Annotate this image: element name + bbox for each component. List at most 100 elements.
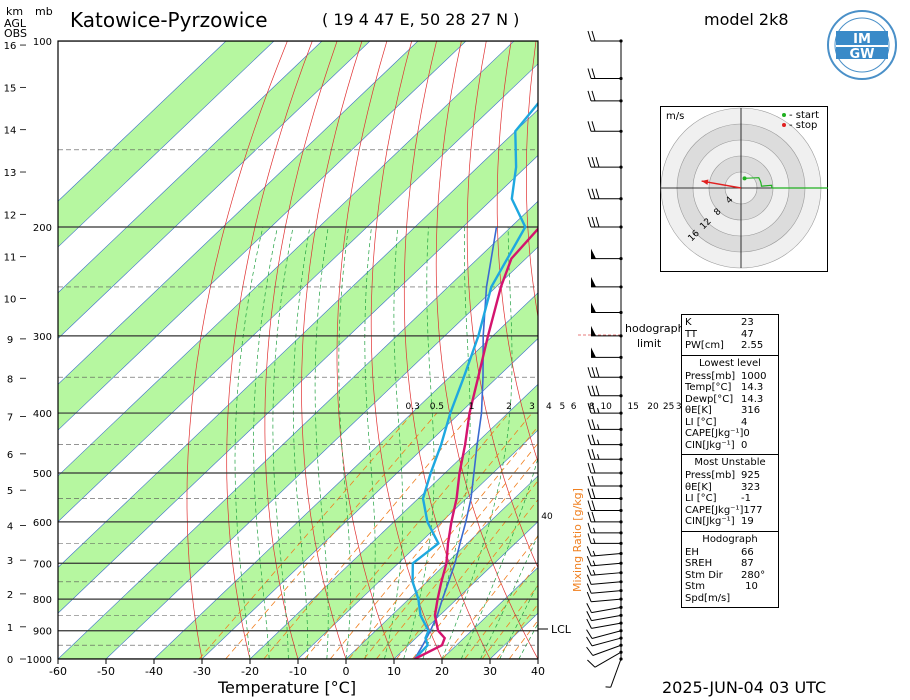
mixing-ratio-line <box>412 498 538 659</box>
lowest-level-section: Lowest level Press[mb] 1000 Temp[°C] 14.3 De… <box>682 354 778 455</box>
dry-adiabat <box>301 41 363 659</box>
hodograph-index-value: 66 <box>741 546 754 558</box>
wind-barb-dot <box>619 471 623 475</box>
wind-barb <box>605 658 622 688</box>
km-tick-label: 5 <box>7 486 13 497</box>
wind-barb-dot <box>619 225 623 229</box>
hodograph-start-point <box>742 176 747 181</box>
wind-barb-dot <box>619 597 623 601</box>
isotherm-line <box>153 292 538 659</box>
wind-barb-dot <box>619 457 623 461</box>
isotherm-line <box>58 41 467 431</box>
x-tick-label: 30 <box>483 665 497 678</box>
hodograph-stop-marker <box>782 123 786 127</box>
lowest-level-row: Dewp[°C] 14.3 <box>685 394 775 406</box>
pressure-tick-label: 100 <box>33 37 52 48</box>
km-tick-label: 4 <box>7 522 13 533</box>
wind-barb <box>586 574 622 585</box>
moist-adiabat <box>364 226 376 659</box>
x-tick-label: 40 <box>531 665 545 678</box>
moist-adiabat <box>338 226 351 659</box>
wind-barb <box>587 419 621 430</box>
most-unstable-value: 19 <box>741 516 754 527</box>
wind-barb <box>591 302 621 314</box>
pressure-tick-label: 900 <box>33 627 52 638</box>
lowest-level-value: 1000 <box>741 370 767 382</box>
hodograph-limit-label-1: hodograph <box>625 322 685 335</box>
moist-adiabat <box>499 583 538 659</box>
wind-barb-dot <box>619 443 623 447</box>
lowest-level-value: 0 <box>743 428 750 439</box>
lowest-level-row: Temp[°C] 14.3 <box>685 382 775 394</box>
wind-barb <box>591 248 621 260</box>
most-unstable-label: Press[mb] <box>685 470 736 481</box>
mixing-ratio-tick-label: 8 <box>589 402 595 412</box>
mixing-ratio-tick-label: 4 <box>546 402 552 412</box>
x-tick-label: -60 <box>49 665 67 678</box>
x-tick-label: -30 <box>193 665 211 678</box>
hodograph-legend-start: - start <box>789 110 819 121</box>
wind-barb <box>587 500 621 511</box>
moist-adiabat <box>272 226 294 659</box>
x-tick-label: 20 <box>435 665 449 678</box>
hodograph-trace <box>744 177 828 189</box>
pressure-tick-label: 600 <box>33 518 52 529</box>
wind-barb <box>587 216 621 228</box>
hodograph-index-label: EH <box>685 546 699 558</box>
hodograph-index-value: 10 <box>745 581 758 592</box>
wind-barb-dot <box>619 541 623 545</box>
lowest-level-value: 0 <box>741 439 748 451</box>
wind-barb <box>586 629 622 639</box>
lcl-label: LCL <box>551 623 572 636</box>
isotherm-line <box>58 109 538 568</box>
most-unstable-value: -1 <box>741 493 751 504</box>
index-row: PW[cm] 2.55 <box>685 340 775 352</box>
wind-barb-dot <box>619 629 623 633</box>
moist-adiabat <box>384 226 404 659</box>
isotherm-line <box>105 246 538 659</box>
lowest-level-label: Press[mb] <box>685 370 736 382</box>
x-tick-label: 0 <box>343 665 350 678</box>
wind-barb-dot <box>619 427 623 431</box>
hodograph-indices-title: Hodograph <box>702 533 758 545</box>
mixing-ratio-line <box>376 456 538 659</box>
indices-top: K 23 TT 47 PW[cm] 2.55 <box>682 315 778 355</box>
x-tick-label: -20 <box>241 665 259 678</box>
wind-barb <box>587 90 621 102</box>
wind-barb <box>587 188 621 200</box>
wind-barb <box>591 347 621 358</box>
wind-barb-dot <box>619 605 623 609</box>
wind-barb-dot <box>619 285 623 289</box>
km-tick-label: 10 <box>4 294 17 305</box>
hodograph-index-row: SREH 87 <box>685 558 775 570</box>
storm-motion-arrowhead <box>701 179 709 185</box>
hodograph-index-row: Stm Dir 280° <box>685 570 775 582</box>
wind-barb <box>587 488 621 500</box>
imgw-logo: IM GW <box>826 9 898 81</box>
wind-barb <box>587 402 621 414</box>
mixing-ratio-line <box>198 412 413 659</box>
wind-barb-dot <box>619 613 623 617</box>
mixing-ratio-axis-label: Mixing Ratio [g/kg] <box>571 488 584 592</box>
wind-barb <box>587 434 621 446</box>
agl-label: AGL <box>4 17 26 30</box>
mixing-ratio-line <box>363 442 538 659</box>
wind-barb <box>587 533 621 544</box>
most-unstable-row: LI [°C] -1 <box>685 493 775 505</box>
index-label: K <box>685 317 692 328</box>
most-unstable-value: 925 <box>741 470 761 481</box>
lowest-level-label: Temp[°C] <box>685 382 732 393</box>
wind-barb <box>586 611 622 622</box>
wind-barb <box>587 651 622 668</box>
pressure-tick-label: 500 <box>33 469 52 480</box>
wind-barb-dot <box>619 334 623 338</box>
pressure-tick-label: 1000 <box>27 655 52 666</box>
lowest-level-row: CIN[Jkg⁻¹] 0 <box>685 440 775 452</box>
mixing-ratio-tick-label: 2 <box>506 402 512 412</box>
logo-text-top: IM <box>853 32 871 47</box>
most-unstable-label: θE[K] <box>685 481 712 493</box>
mixing-ratio-line <box>304 412 510 659</box>
mixing-ratio-line <box>329 412 533 659</box>
wind-barb-dot <box>619 508 623 513</box>
